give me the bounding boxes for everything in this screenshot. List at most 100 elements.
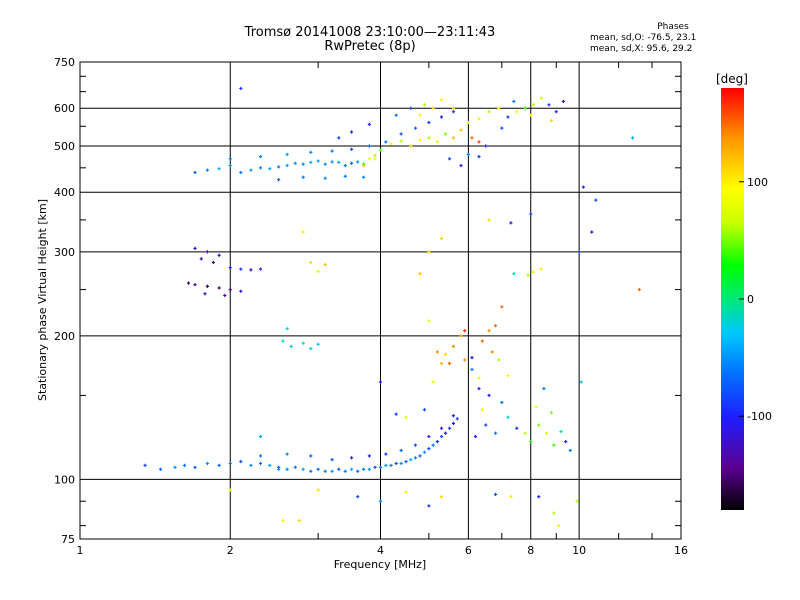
y-tick-label: 100 (54, 473, 75, 486)
data-point (451, 106, 456, 110)
data-point (362, 467, 366, 471)
data-point (394, 113, 398, 117)
data-point (389, 463, 393, 467)
data-point (435, 350, 439, 354)
data-point (493, 492, 498, 497)
data-point (193, 283, 197, 287)
data-point (258, 454, 263, 458)
data-point (373, 153, 377, 157)
data-point (301, 230, 305, 234)
data-point (337, 467, 341, 471)
phase-stats-o: mean, sd,O: -76.5, 23.1 (590, 33, 697, 43)
data-point (451, 414, 456, 418)
data-point (281, 339, 285, 343)
data-point (258, 434, 263, 439)
data-point (399, 132, 403, 136)
data-point (439, 115, 444, 119)
data-point (466, 152, 470, 157)
data-point (268, 463, 272, 467)
data-point (577, 250, 581, 254)
data-point (249, 268, 253, 272)
data-point (439, 236, 444, 241)
data-point (293, 465, 297, 469)
data-point (394, 461, 398, 466)
data-point (323, 162, 327, 166)
data-point (427, 434, 431, 439)
data-point (500, 126, 504, 130)
data-point (205, 250, 210, 254)
data-point (459, 334, 463, 338)
echo-points (143, 86, 641, 528)
data-point (526, 273, 530, 277)
y-ticks: 75 100 200 300 400 500 600 750 (54, 56, 681, 546)
data-point (477, 155, 481, 159)
data-point (199, 257, 203, 261)
data-point (451, 110, 456, 114)
data-point (239, 267, 243, 271)
data-point (547, 103, 551, 107)
data-point (463, 358, 467, 362)
data-point (367, 454, 371, 458)
data-point (316, 467, 320, 471)
data-point (447, 361, 452, 366)
data-point (258, 267, 263, 271)
x-tick-label: 2 (227, 544, 234, 557)
data-point (447, 426, 452, 430)
y-tick-label: 600 (54, 102, 75, 115)
page-title: Tromsø 20141008 23:10:00—23:11:43 (244, 25, 496, 40)
data-point (515, 110, 519, 114)
grid-lines (80, 62, 681, 539)
data-point (343, 163, 347, 168)
data-point (413, 126, 418, 130)
data-point (539, 96, 543, 100)
data-point (431, 443, 435, 447)
data-point (451, 421, 456, 426)
data-point (389, 142, 393, 146)
y-tick-label: 500 (54, 140, 75, 153)
data-point (277, 467, 281, 471)
data-point (384, 463, 388, 467)
data-point (367, 122, 371, 126)
data-point (343, 469, 347, 473)
data-point (323, 263, 327, 267)
colorbar (721, 88, 744, 510)
y-tick-label: 400 (54, 186, 75, 199)
data-point (343, 174, 347, 178)
data-point (330, 160, 334, 164)
data-point (378, 465, 383, 469)
data-point (289, 344, 293, 349)
data-point (301, 467, 305, 471)
data-point (427, 250, 431, 254)
data-point (534, 405, 538, 409)
data-point (228, 163, 232, 168)
data-point (431, 380, 435, 384)
data-point (631, 136, 635, 140)
data-point (258, 461, 263, 466)
data-point (552, 511, 556, 515)
data-point (506, 374, 510, 378)
colorbar-tick-label: 0 (747, 293, 754, 306)
data-point (285, 452, 289, 456)
data-point (309, 260, 313, 265)
phase-stats-x: mean, sd,X: 95.6, 29.2 (590, 44, 693, 54)
data-point (378, 499, 383, 503)
data-point (301, 341, 305, 345)
data-point (512, 99, 516, 104)
data-point (473, 434, 478, 439)
data-point (422, 103, 427, 107)
data-point (512, 272, 516, 276)
data-point (205, 168, 210, 172)
data-point (523, 106, 527, 110)
data-point (539, 267, 543, 271)
data-point (531, 270, 536, 274)
data-point (477, 140, 481, 144)
data-point (205, 461, 210, 466)
data-point (367, 157, 371, 161)
data-point (542, 387, 546, 391)
data-point (637, 287, 641, 292)
y-tick-label: 75 (61, 533, 75, 546)
data-point (281, 518, 285, 523)
data-point (337, 136, 341, 140)
data-point (268, 167, 272, 171)
